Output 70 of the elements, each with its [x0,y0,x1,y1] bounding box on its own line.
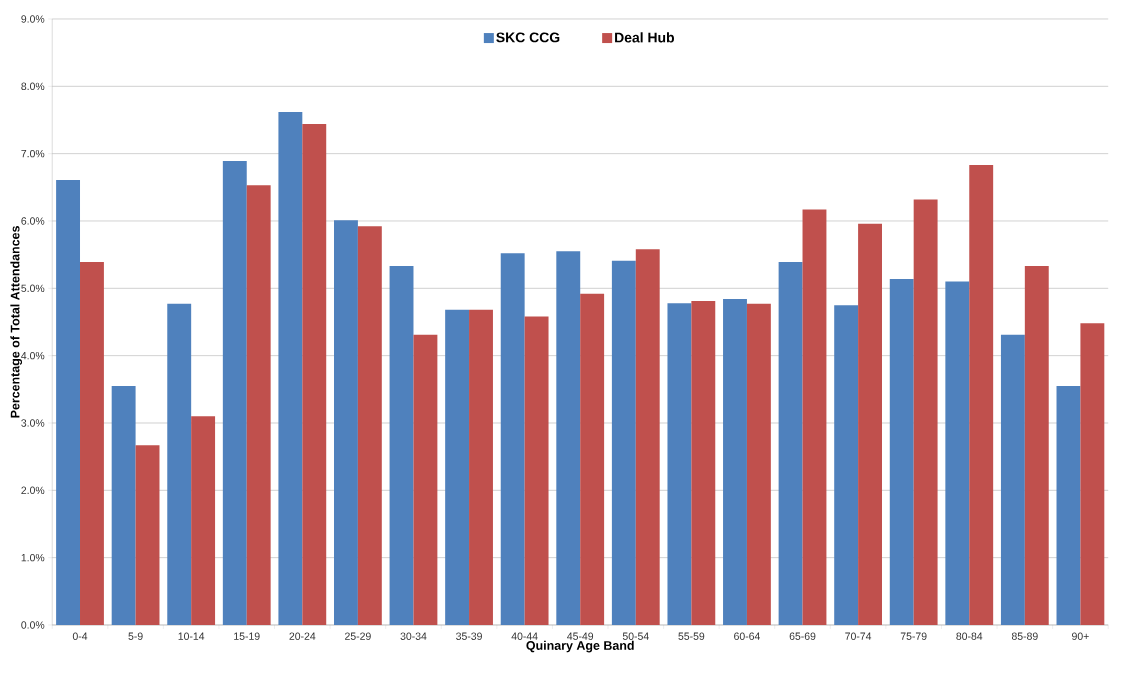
bar [56,179,81,625]
bar [334,220,358,625]
bar [1024,266,1049,625]
x-tick-label: 45-49 [567,632,594,640]
bar [167,303,192,625]
x-tick-label: 25-29 [345,632,371,640]
x-tick-label: 80-84 [956,632,983,640]
legend-label: Deal Hub [615,32,674,43]
bar [834,305,859,625]
bar [111,385,136,625]
legend-label: SKC CCG [496,32,560,43]
y-tick-label: 9.0% [21,15,45,23]
bar [524,316,549,625]
bar [778,262,803,625]
y-tick-label: 3.0% [21,419,45,427]
bar [222,161,247,625]
y-tick-label: 8.0% [21,82,45,91]
bar [635,249,660,625]
bar [80,262,104,625]
bar [191,416,216,625]
bar [1000,334,1025,625]
x-tick-label: 40-44 [511,632,538,640]
x-tick-label: 75-79 [900,632,927,640]
x-tick-label: 35-39 [456,632,482,640]
bar [246,185,271,625]
x-tick-label: 55-59 [678,632,705,640]
bar [802,209,827,625]
bar [389,266,414,625]
x-tick-label: 90+ [1072,632,1089,640]
y-tick-label: 0.0% [21,621,45,629]
x-tick-label: 5-9 [128,632,143,640]
y-tick-label: 2.0% [21,486,45,495]
bar [302,124,327,625]
bar [889,278,914,625]
bar [858,223,882,625]
bar [969,165,994,625]
bar [1056,385,1081,625]
bar [945,281,970,625]
y-tick-label: 7.0% [21,149,45,158]
x-tick-label: 30-34 [400,632,427,640]
bar [469,309,493,625]
x-tick-label: 10-14 [178,632,205,640]
bar [611,260,636,625]
bar [556,251,581,625]
x-tick-label: 60-64 [734,632,760,640]
bar [667,303,692,625]
bar [357,226,382,625]
bar [278,111,303,625]
bar [500,253,525,625]
y-tick-label: 6.0% [21,217,45,225]
bar [691,301,716,625]
bar [413,334,438,625]
x-tick-label: 70-74 [845,632,872,640]
x-tick-label: 15-19 [234,632,260,640]
bar [580,293,605,625]
bar [746,303,771,625]
bar [913,199,938,625]
bar [723,299,747,625]
y-tick-label: 4.0% [21,351,45,360]
x-tick-label: 50-54 [622,632,649,640]
bar [135,445,160,625]
x-tick-label: 85-89 [1011,632,1038,640]
y-tick-label: 1.0% [21,553,45,562]
x-tick-label: 0-4 [72,632,88,640]
x-tick-label: 65-69 [789,632,816,640]
bar [445,309,470,625]
x-tick-label: 20-24 [289,632,316,640]
y-tick-label: 5.0% [21,284,45,293]
bar [1080,323,1105,625]
x-axis-title: Quinary Age Band [526,640,634,653]
